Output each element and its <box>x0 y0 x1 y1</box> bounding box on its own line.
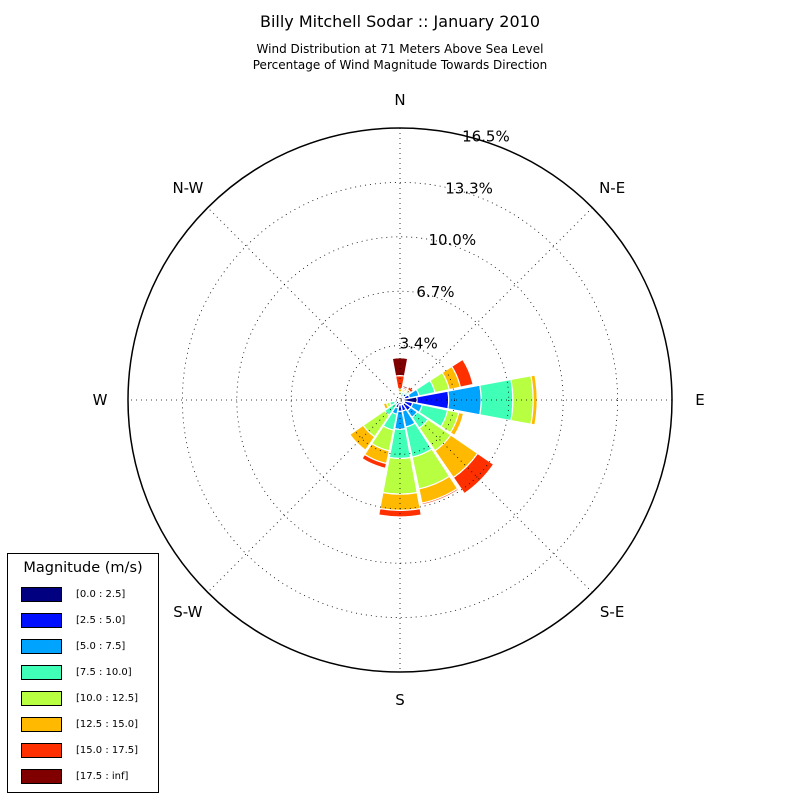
legend-label: [12.5 : 15.0] <box>76 719 139 730</box>
subtitle-line-1: Wind Distribution at 71 Meters Above Sea… <box>256 42 544 56</box>
wind-bar-segment <box>452 452 495 495</box>
wind-bar-segment <box>377 507 423 518</box>
wind-bar-segment <box>450 358 474 388</box>
legend-label: [5.0 : 7.5] <box>76 641 126 652</box>
legend: Magnitude (m/s) [0.0 : 2.5] [2.5 : 5.0] … <box>7 553 159 793</box>
polar-labels: N N-E E S-E S S-W W N-W 3.4% 6.7% 10.0% 13.3% 16.5% <box>93 91 705 709</box>
legend-swatch <box>21 691 62 706</box>
radial-tick-label: 3.4% <box>400 335 438 353</box>
legend-title: Magnitude (m/s) <box>23 560 143 576</box>
legend-swatch <box>21 743 62 758</box>
wind-bar-segment <box>361 453 388 470</box>
wind-bar-segment <box>382 402 390 411</box>
wind-bar-segment <box>530 374 538 426</box>
direction-label: N <box>394 91 405 109</box>
grid-spoke <box>207 207 593 593</box>
legend-label: [15.0 : 17.5] <box>76 745 139 756</box>
chart-subtitle: Wind Distribution at 71 Meters Above Sea… <box>0 41 800 73</box>
legend-label: [0.0 : 2.5] <box>76 589 126 600</box>
wind-bar-segment <box>510 375 534 425</box>
radial-tick-label: 13.3% <box>445 179 493 197</box>
legend-label: [10.0 : 12.5] <box>76 693 139 704</box>
direction-label: W <box>93 391 108 409</box>
grid-ring <box>181 181 619 619</box>
legend-swatch <box>21 613 62 628</box>
direction-label: S <box>395 691 405 709</box>
radial-tick-label: 10.0% <box>428 231 476 249</box>
direction-label: S-W <box>173 603 202 621</box>
wind-bar-segment <box>421 487 460 506</box>
legend-swatch <box>21 665 62 680</box>
legend-swatch <box>21 769 62 784</box>
wind-bar-segment <box>391 357 409 377</box>
radial-tick-label: 6.7% <box>416 283 454 301</box>
grid-spoke <box>207 207 593 593</box>
legend-label: [7.5 : 10.0] <box>76 667 132 678</box>
direction-label: S-E <box>600 603 624 621</box>
subtitle-line-2: Percentage of Wind Magnitude Towards Dir… <box>252 58 548 72</box>
wind-bar-segment <box>379 491 421 511</box>
chart-title: Billy Mitchell Sodar :: January 2010 <box>259 12 541 31</box>
direction-label: N-E <box>599 179 625 197</box>
legend-label: [2.5 : 5.0] <box>76 615 126 626</box>
legend-swatch <box>21 587 62 602</box>
wind-bar-segment <box>395 392 400 397</box>
legend-swatch <box>21 639 62 654</box>
grid-ring <box>236 236 564 564</box>
grid-ring <box>345 345 455 455</box>
direction-label: N-W <box>172 179 203 197</box>
polar-frame <box>127 127 673 673</box>
direction-label: E <box>695 391 704 409</box>
legend-swatch <box>21 717 62 732</box>
wind-bar-segment <box>449 411 465 437</box>
polar-grid <box>128 128 672 672</box>
wind-bars <box>348 357 538 518</box>
radial-tick-label: 16.5% <box>462 128 510 146</box>
legend-label: [17.5 : inf] <box>76 771 129 782</box>
